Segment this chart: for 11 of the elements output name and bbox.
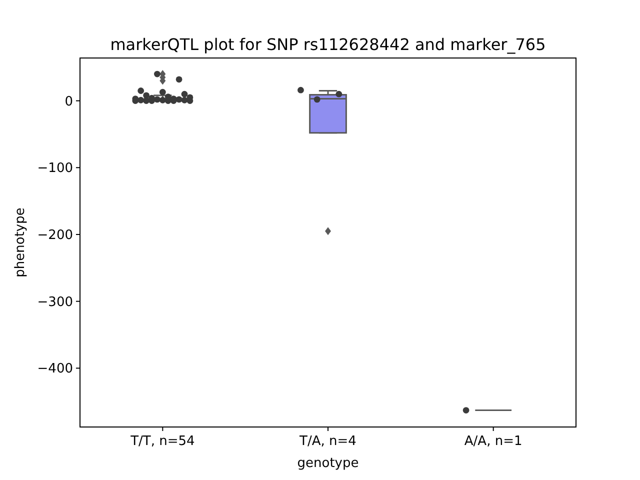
x-tick-label: T/A, n=4 [298, 434, 356, 449]
y-tick-label: −200 [37, 228, 73, 244]
y-tick-label: −300 [37, 294, 73, 310]
x-tick-label: A/A, n=1 [464, 434, 522, 449]
x-tick-label: T/T, n=54 [130, 434, 195, 449]
y-tick-label: −400 [37, 362, 73, 377]
y-axis-title: phenotype [13, 208, 28, 278]
y-tick-label: −100 [37, 161, 73, 176]
y-tick-label: 0 [64, 94, 73, 110]
chart-title: markerQTL plot for SNP rs112628442 and marker_765 [110, 35, 546, 54]
x-axis-title: genotype [297, 456, 359, 471]
